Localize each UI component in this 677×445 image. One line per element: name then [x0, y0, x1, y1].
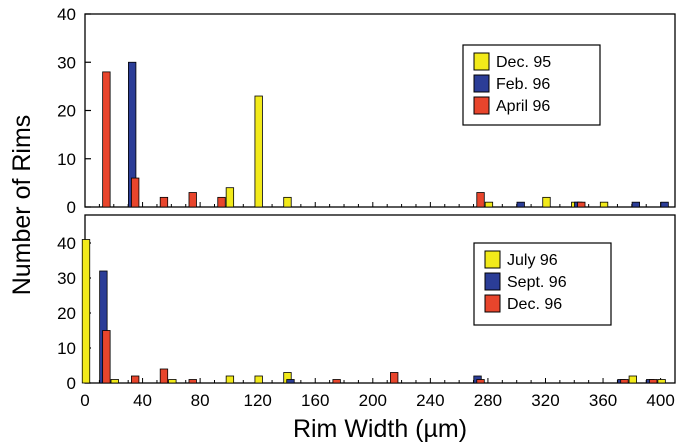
x-tick-label: 120	[243, 391, 271, 410]
y-tick-label: 10	[57, 339, 76, 358]
x-tick-label: 200	[359, 391, 387, 410]
x-tick-label: 400	[646, 391, 674, 410]
legend-label: July 96	[507, 252, 558, 269]
bar	[81, 239, 91, 384]
bar	[168, 379, 177, 384]
bar	[628, 375, 637, 384]
bar	[225, 375, 235, 384]
legend-swatch	[473, 52, 490, 71]
legend-label: Dec. 95	[496, 54, 551, 71]
bar	[476, 192, 485, 208]
bar	[542, 196, 551, 208]
bar	[188, 192, 197, 208]
bar	[286, 379, 295, 384]
top-panel: 0 10 20 30 40 Dec. 95 Feb. 96 April 96	[57, 5, 676, 217]
legend-swatch	[473, 74, 490, 93]
y-tick-label: 20	[57, 304, 76, 323]
bar	[102, 71, 111, 208]
legend-label: April 96	[496, 98, 550, 115]
bar	[131, 375, 140, 384]
legend: July 96 Sept. 96 Dec. 96	[473, 242, 612, 326]
legend-swatch	[473, 96, 490, 115]
bar	[254, 375, 263, 384]
x-tick-label: 0	[80, 391, 89, 410]
y-tick-label: 10	[57, 150, 76, 169]
bar	[476, 379, 485, 384]
x-tick-label: 360	[589, 391, 617, 410]
y-tick-label: 30	[57, 269, 76, 288]
legend-label: Sept. 96	[507, 274, 567, 291]
legend-swatch	[484, 294, 501, 313]
legend: Dec. 95 Feb. 96 April 96	[462, 44, 601, 126]
bar	[159, 196, 169, 208]
x-axis-label: Rim Width (µm)	[293, 415, 467, 443]
bar	[620, 379, 629, 384]
bar	[188, 379, 197, 384]
bar	[283, 196, 292, 208]
bar	[225, 187, 235, 208]
bar	[657, 379, 666, 384]
x-tick-label: 240	[416, 391, 444, 410]
bar	[102, 330, 111, 384]
bar	[649, 379, 658, 384]
bar	[599, 201, 609, 208]
legend-label: Feb. 96	[496, 76, 550, 93]
legend-label: Dec. 96	[507, 296, 562, 313]
bar	[159, 368, 169, 384]
x-tick-label: 40	[133, 391, 152, 410]
x-tick-label: 320	[531, 391, 559, 410]
legend-swatch	[484, 272, 501, 291]
y-tick-label: 40	[57, 5, 76, 24]
bar	[332, 379, 341, 384]
y-tick-label: 40	[57, 234, 76, 253]
y-tick-label: 0	[67, 374, 76, 393]
y-tick-label: 30	[57, 53, 76, 72]
bar	[484, 201, 494, 208]
bar	[110, 379, 119, 384]
y-tick-label: 20	[57, 102, 76, 121]
x-tick-label: 80	[191, 391, 210, 410]
legend-swatch	[484, 250, 501, 269]
bar	[217, 196, 226, 208]
bar	[631, 201, 640, 208]
x-tick-label: 160	[301, 391, 329, 410]
bar	[577, 201, 586, 208]
bar	[390, 372, 399, 384]
bar	[660, 201, 669, 208]
y-axis-label: Number of Rims	[8, 115, 36, 296]
bar	[254, 95, 263, 208]
y-tick-label: 0	[67, 198, 76, 217]
bar	[516, 201, 525, 208]
x-tick-label: 280	[474, 391, 502, 410]
bar	[131, 177, 140, 208]
